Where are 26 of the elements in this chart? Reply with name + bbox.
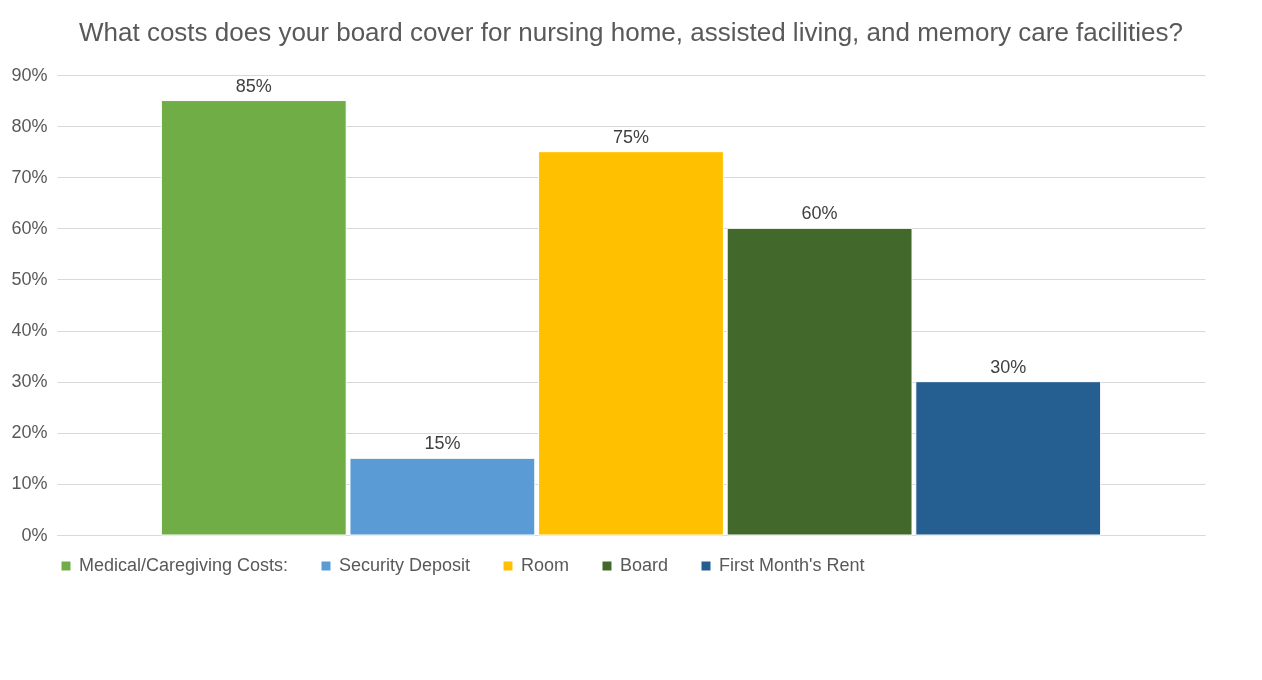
y-tick-label: 80% <box>11 115 48 136</box>
chart-title: What costs does your board cover for nursing home, assisted living, and memory care facilities? <box>78 17 1184 47</box>
y-tick-label: 60% <box>11 217 48 238</box>
legend-label: Room <box>521 555 570 575</box>
bar <box>349 457 536 536</box>
legend-label: First Month's Rent <box>719 555 865 575</box>
y-tick-label: 50% <box>11 268 48 289</box>
data-label: 75% <box>612 126 650 147</box>
y-tick-label: 70% <box>11 166 48 187</box>
y-tick-label: 20% <box>11 422 48 443</box>
data-label: 60% <box>801 203 838 224</box>
y-tick-label: 0% <box>21 524 48 545</box>
bar <box>538 151 724 536</box>
y-tick-label: 90% <box>11 64 48 85</box>
bar <box>726 227 913 536</box>
data-label: 30% <box>990 356 1027 377</box>
data-label: 15% <box>424 433 461 454</box>
y-tick-label: 10% <box>11 473 48 494</box>
bar <box>915 381 1102 536</box>
legend-label: Security Deposit <box>339 555 471 575</box>
y-tick-label: 40% <box>11 320 48 341</box>
y-tick-label: 30% <box>11 371 48 392</box>
data-label: 85% <box>235 75 272 96</box>
bar <box>160 100 347 536</box>
legend-label: Medical/Caregiving Costs: <box>79 555 289 575</box>
legend-label: Board <box>620 555 669 575</box>
